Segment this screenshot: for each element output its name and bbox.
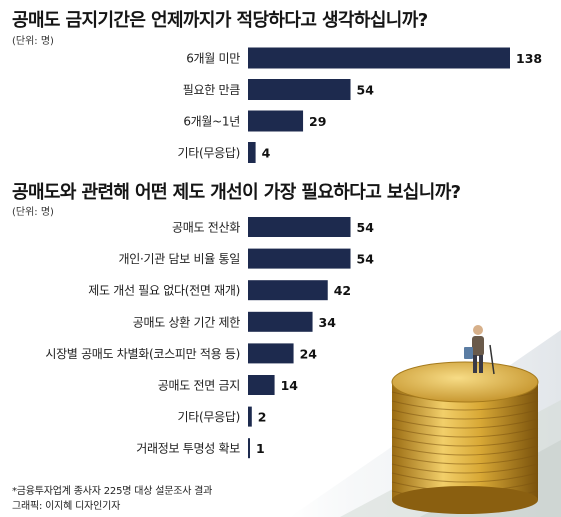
category-label: 기타(무응답) — [178, 146, 240, 160]
coin-edge — [391, 463, 539, 474]
value-label: 2 — [258, 410, 267, 425]
category-label: 공매도 전면 금지 — [158, 379, 240, 393]
value-label: 29 — [309, 114, 326, 129]
bar — [248, 438, 250, 459]
category-label: 거래정보 투명성 확보 — [136, 442, 240, 456]
gold-coin-stack-image — [391, 325, 539, 514]
coin-edge — [391, 445, 539, 456]
category-label: 기타(무응답) — [178, 410, 240, 424]
coin-edge — [391, 427, 539, 438]
survey-footnote: *금융투자업계 종사자 225명 대상 설문조사 결과 — [12, 486, 213, 497]
bar — [248, 311, 313, 332]
businessman-figure-icon — [464, 325, 495, 375]
value-label: 14 — [281, 378, 299, 393]
value-label: 54 — [357, 220, 375, 235]
value-label: 54 — [357, 83, 375, 98]
chart-2-title: 공매도와 관련해 어떤 제도 개선이 가장 필요하다고 보십니까? — [12, 182, 461, 203]
bar — [248, 47, 510, 69]
bar — [248, 375, 275, 395]
category-label: 필요한 만큼 — [183, 83, 240, 97]
bar — [248, 217, 351, 237]
bar — [248, 280, 328, 301]
value-label: 42 — [334, 283, 351, 298]
coin-edge — [391, 418, 539, 429]
value-label: 4 — [262, 146, 271, 161]
category-label: 시장별 공매도 차별화(코스피만 적용 등) — [45, 347, 240, 361]
value-label: 1 — [256, 441, 265, 456]
category-label: 6개월~1년 — [183, 115, 240, 129]
category-label: 개인·기관 담보 비율 통일 — [119, 252, 240, 266]
category-label: 6개월 미만 — [186, 52, 240, 66]
chart-1-title: 공매도 금지기간은 언제까지가 적당하다고 생각하십니까? — [12, 10, 428, 31]
coin-edge — [391, 472, 539, 483]
bar — [248, 343, 294, 364]
graphic-credit: 그래픽: 이지혜 디자인기자 — [12, 501, 121, 512]
coin-edge — [391, 436, 539, 447]
chart-1-unit: (단위: 명) — [12, 36, 54, 47]
value-label: 138 — [516, 51, 542, 66]
value-label: 34 — [319, 315, 337, 330]
category-label: 공매도 전산화 — [172, 221, 240, 235]
bar — [248, 248, 351, 269]
bar — [248, 406, 252, 427]
coin-edge — [391, 454, 539, 465]
value-label: 54 — [357, 252, 375, 267]
coin-edge — [391, 409, 539, 420]
bar — [248, 142, 256, 163]
chart-2-unit: (단위: 명) — [12, 207, 54, 218]
category-label: 공매도 상환 기간 제한 — [133, 315, 240, 329]
value-label: 24 — [300, 346, 318, 361]
category-label: 제도 개선 필요 없다(전면 재개) — [88, 284, 240, 298]
bar — [248, 79, 351, 100]
bar — [248, 110, 304, 132]
coin-edge — [391, 400, 539, 411]
